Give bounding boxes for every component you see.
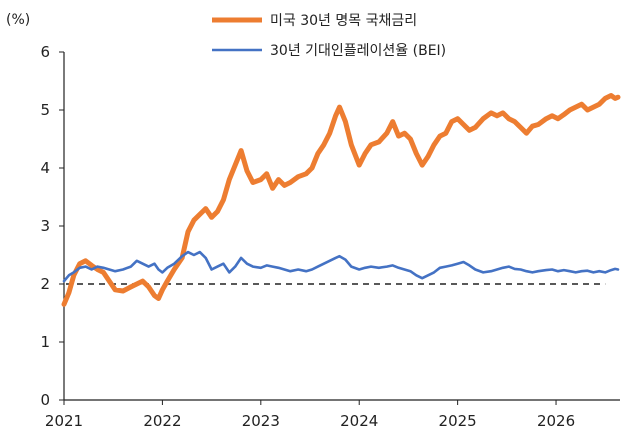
x-tick-label: 2024 <box>340 412 378 430</box>
x-tick-label: 2022 <box>143 412 181 430</box>
legend: 미국 30년 명목 국채금리 30년 기대인플레이션율 (BEI) <box>212 13 446 59</box>
y-tick-label: 1 <box>40 333 50 351</box>
x-tick-label: 2025 <box>439 412 477 430</box>
y-tick-label: 3 <box>40 217 50 235</box>
y-tick-label: 6 <box>40 43 50 61</box>
y-tick-label: 5 <box>40 101 50 119</box>
legend-label: 30년 기대인플레이션율 (BEI) <box>270 43 446 59</box>
y-tick-label: 4 <box>40 159 50 177</box>
axes: 0 1 2 3 4 5 6 2021 2022 2023 2024 2025 2026 <box>40 43 620 430</box>
y-unit-label: (%) <box>6 12 30 28</box>
x-tick-label: 2026 <box>537 412 575 430</box>
x-tick-label: 2023 <box>242 412 280 430</box>
series-layer <box>61 93 621 307</box>
series-line-bei <box>62 250 620 283</box>
legend-label: 미국 30년 명목 국채금리 <box>270 13 417 29</box>
x-tick-label: 2021 <box>45 412 83 430</box>
y-tick-label: 0 <box>40 391 50 409</box>
y-tick-label: 2 <box>40 275 50 293</box>
series-line-nominal-yield <box>61 93 621 307</box>
